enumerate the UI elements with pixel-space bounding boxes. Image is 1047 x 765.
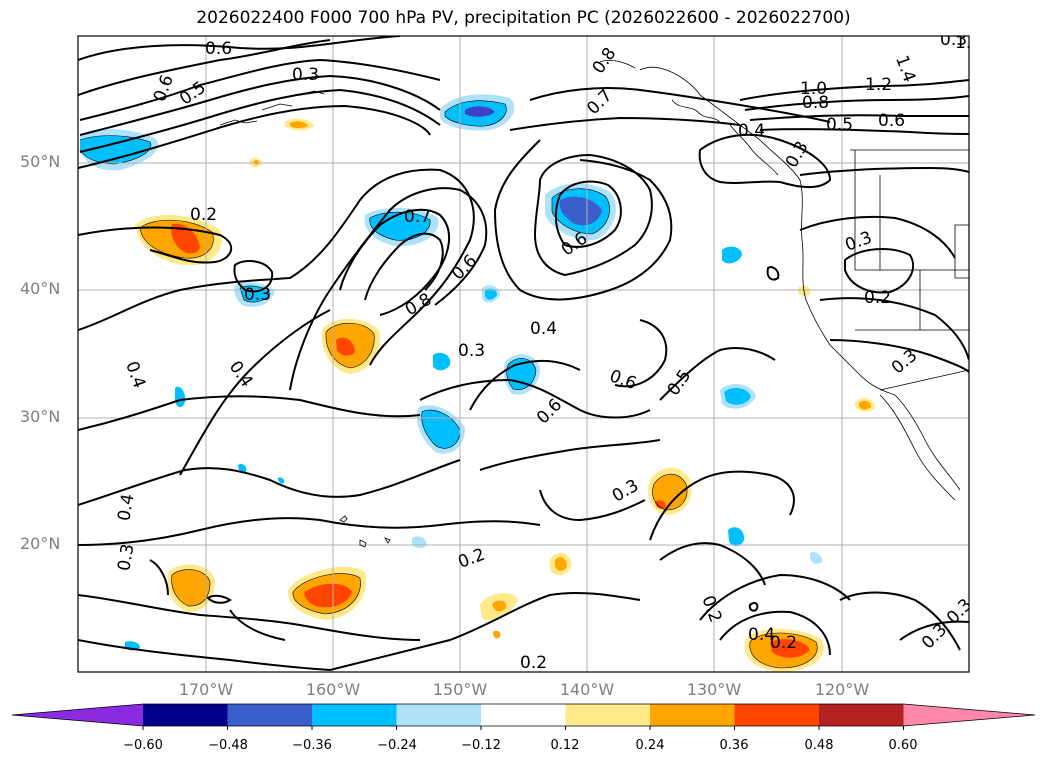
colorbar-tick-label: 0.36 xyxy=(719,738,749,753)
lat-label: 50°N xyxy=(20,152,61,171)
graticule xyxy=(78,36,969,672)
contour-label: 1.4 xyxy=(955,33,982,53)
precip-negative-blob xyxy=(416,405,465,454)
precip-negative-blob xyxy=(364,207,439,247)
colorbar xyxy=(11,703,1036,730)
colorbar-segment xyxy=(565,704,651,726)
colorbar-segment xyxy=(481,704,566,726)
precip-negative-blob xyxy=(720,384,756,409)
contour-label: 1.2 xyxy=(865,75,892,95)
lon-label: 120°W xyxy=(814,680,870,699)
precip-positive-blob xyxy=(250,118,875,639)
contour-label: 0.4 xyxy=(738,121,765,141)
precip-negative-blob xyxy=(80,128,159,171)
colorbar-segment xyxy=(650,704,735,726)
colorbar-segment xyxy=(312,704,397,726)
contour-label: 1.0 xyxy=(800,79,827,99)
lon-label: 170°W xyxy=(178,680,234,699)
contour-label: 0.4 xyxy=(530,319,557,339)
lat-label: 30°N xyxy=(20,407,61,426)
contour-label: 0.3 xyxy=(458,341,485,361)
colorbar-tick-label: 0.60 xyxy=(888,738,918,753)
contour-label: 0.3 xyxy=(244,285,271,305)
contour-label: 0.6 xyxy=(878,111,905,131)
colorbar-tick-label: −0.60 xyxy=(123,738,163,753)
precip-positive-blob xyxy=(287,566,366,620)
contour-label: 0.8 xyxy=(802,93,829,113)
lon-label: 160°W xyxy=(305,680,361,699)
colorbar-segment xyxy=(396,704,482,726)
contour-label: 0.2 xyxy=(520,653,547,673)
contour-label: 0.3 xyxy=(940,30,967,50)
contour-label: 0.3 xyxy=(292,65,319,85)
colorbar-tick-label: 0.48 xyxy=(804,738,834,753)
precip-shading xyxy=(80,94,875,672)
contour-label: 0.6 xyxy=(205,39,232,59)
colorbar-segment xyxy=(819,704,904,726)
precip-positive-blob xyxy=(167,564,215,612)
colorbar-tick-label: 0.12 xyxy=(550,738,580,753)
colorbar-extend-left xyxy=(12,704,143,726)
contour-label: 0.4 xyxy=(748,625,775,645)
colorbar-extend-right xyxy=(903,704,1035,726)
precip-positive-blob xyxy=(744,628,824,672)
colorbar-tick-label: −0.12 xyxy=(461,738,501,753)
precip-positive-blob xyxy=(648,467,692,515)
contour-label: 0.2 xyxy=(864,288,891,308)
lat-label: 40°N xyxy=(20,279,61,298)
contour-label: 0.5 xyxy=(826,115,853,135)
pv-contours xyxy=(78,36,969,671)
lon-label: 130°W xyxy=(686,680,742,699)
precip-negative-blob xyxy=(545,183,616,241)
map-frame xyxy=(77,35,970,673)
contour-label: 0.4 xyxy=(114,492,138,522)
contour-label: 0.3 xyxy=(114,542,138,572)
contour-label: 0.7 xyxy=(404,207,431,227)
colorbar-tick-label: −0.24 xyxy=(377,738,417,753)
colorbar-segment xyxy=(143,704,228,726)
contour-label: 0.2 xyxy=(190,205,217,225)
colorbar-tick-label: −0.48 xyxy=(208,738,248,753)
lon-label: 140°W xyxy=(559,680,615,699)
colorbar-segment xyxy=(734,704,820,726)
map-plot-area: 0.6 0.6 0.5 0.3 0.8 0.7 1.0 1.2 1.4 0.8 … xyxy=(78,30,982,673)
lat-label: 20°N xyxy=(20,534,61,553)
contour-label: 0.2 xyxy=(770,633,797,653)
colorbar-tick-label: 0.24 xyxy=(635,738,665,753)
precip-blob-outlines xyxy=(79,100,818,669)
map-title: 2026022400 F000 700 hPa PV, precipitatio… xyxy=(196,8,851,28)
lon-label: 150°W xyxy=(432,680,488,699)
colorbar-tick-label: −0.36 xyxy=(292,738,332,753)
colorbar-segment xyxy=(227,704,313,726)
